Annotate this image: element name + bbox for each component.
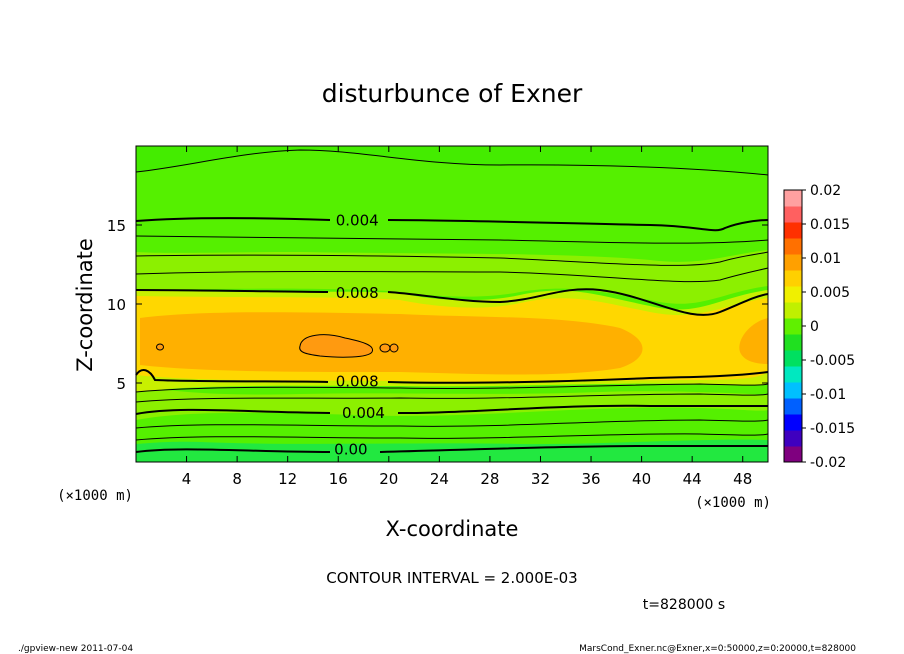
colorbar-segment xyxy=(784,254,802,271)
chart-title: disturbunce of Exner xyxy=(322,79,583,108)
contour-line xyxy=(135,288,769,316)
colorbar-tick-label: -0.005 xyxy=(810,353,855,369)
footer-left: ./gpview-new 2011-07-04 xyxy=(18,644,133,654)
contour-label: 0.004 xyxy=(342,404,385,422)
x-tick-label: 40 xyxy=(632,470,651,488)
colorbar-segment xyxy=(784,350,802,367)
contour-line xyxy=(135,433,769,441)
colorbar-tick-label: 0.02 xyxy=(810,183,841,199)
band-orange xyxy=(140,312,643,375)
plot-area: 0.004 0.008 0.008 0.004 0.00 xyxy=(135,145,769,463)
band-dark-orange-spot xyxy=(379,343,391,353)
contour-line xyxy=(135,149,769,176)
x-tick-label: 20 xyxy=(379,470,398,488)
band-dark-orange-core xyxy=(299,334,374,358)
y-tick-label: 5 xyxy=(116,375,126,393)
contour-line xyxy=(135,444,768,453)
contour-line xyxy=(135,383,769,393)
band-top-green xyxy=(136,146,768,175)
x-tick-label: 44 xyxy=(683,470,702,488)
x-tick-label: 16 xyxy=(329,470,348,488)
contour-line xyxy=(135,267,769,283)
colorbar-segment xyxy=(784,382,802,399)
colorbar-segment xyxy=(784,366,802,383)
contour-label: 0.00 xyxy=(334,440,367,458)
colorbar-tick-label: 0.01 xyxy=(810,251,841,267)
colorbar: 0.02 0.015 0.01 0.005 0 -0.005 -0.01 -0.015 -0.0… xyxy=(783,183,855,471)
x-tick-label: 28 xyxy=(480,470,499,488)
colorbar-segment xyxy=(784,238,802,255)
x-tick-label: 4 xyxy=(182,470,192,488)
contour-line xyxy=(135,235,769,244)
x-axis: 4 8 12 16 20 24 28 32 36 40 44 48 xyxy=(182,146,752,488)
colorbar-segment xyxy=(784,334,802,351)
y-tick-label: 10 xyxy=(107,296,126,314)
colorbar-tick-label: 0.015 xyxy=(810,217,850,233)
colorbar-segment xyxy=(784,430,802,447)
band-dark-orange-spot xyxy=(156,343,164,351)
contour-line xyxy=(135,419,769,429)
x-tick-label: 48 xyxy=(733,470,752,488)
x-tick-label: 32 xyxy=(531,470,550,488)
colorbar-segment xyxy=(784,318,802,335)
x-axis-label: X-coordinate xyxy=(386,517,519,541)
colorbar-segment xyxy=(784,414,802,431)
contour-line xyxy=(135,404,768,415)
x-tick-label: 8 xyxy=(232,470,242,488)
contour-label: 0.008 xyxy=(336,284,379,302)
time-label: t=828000 s xyxy=(643,597,725,613)
colorbar-segment xyxy=(784,446,802,463)
y-axis-label: Z-coordinate xyxy=(73,238,97,372)
x-unit-right: (×1000 m) xyxy=(695,495,771,511)
colorbar-tick-label: -0.02 xyxy=(810,455,846,471)
contour-label: 0.004 xyxy=(336,211,379,229)
x-unit-left: (×1000 m) xyxy=(57,488,133,504)
colorbar-segment xyxy=(784,222,802,239)
colorbar-segment xyxy=(784,302,802,319)
footer-right: MarsCond_Exner.nc@Exner,x=0:50000,z=0:20… xyxy=(579,644,856,654)
colorbar-segment xyxy=(784,206,802,223)
colorbar-tick-label: 0 xyxy=(810,319,819,335)
colorbar-segment xyxy=(784,190,802,207)
contour-line xyxy=(135,217,769,232)
colorbar-tick-label: 0.005 xyxy=(810,285,850,301)
contour-line xyxy=(135,393,769,403)
contour-label: 0.008 xyxy=(336,372,379,390)
colorbar-tick-label: -0.01 xyxy=(810,387,846,403)
contour-line xyxy=(135,369,769,384)
band-dark-orange-spot xyxy=(389,343,399,353)
colorbar-segment xyxy=(784,270,802,287)
contour-interval-note: CONTOUR INTERVAL = 2.000E-03 xyxy=(326,569,577,587)
x-tick-label: 36 xyxy=(581,470,600,488)
y-tick-label: 15 xyxy=(107,217,126,235)
band-lower-yellow-green xyxy=(136,385,768,420)
colorbar-tick-label: -0.015 xyxy=(810,421,855,437)
x-tick-label: 24 xyxy=(430,470,449,488)
contour-line xyxy=(135,251,769,266)
colorbar-segment xyxy=(784,398,802,415)
contour-lines xyxy=(135,149,769,453)
colorbar-segment xyxy=(784,286,802,303)
x-tick-label: 12 xyxy=(278,470,297,488)
band-orange-right xyxy=(739,318,768,364)
y-axis: 5 10 15 xyxy=(107,217,768,393)
